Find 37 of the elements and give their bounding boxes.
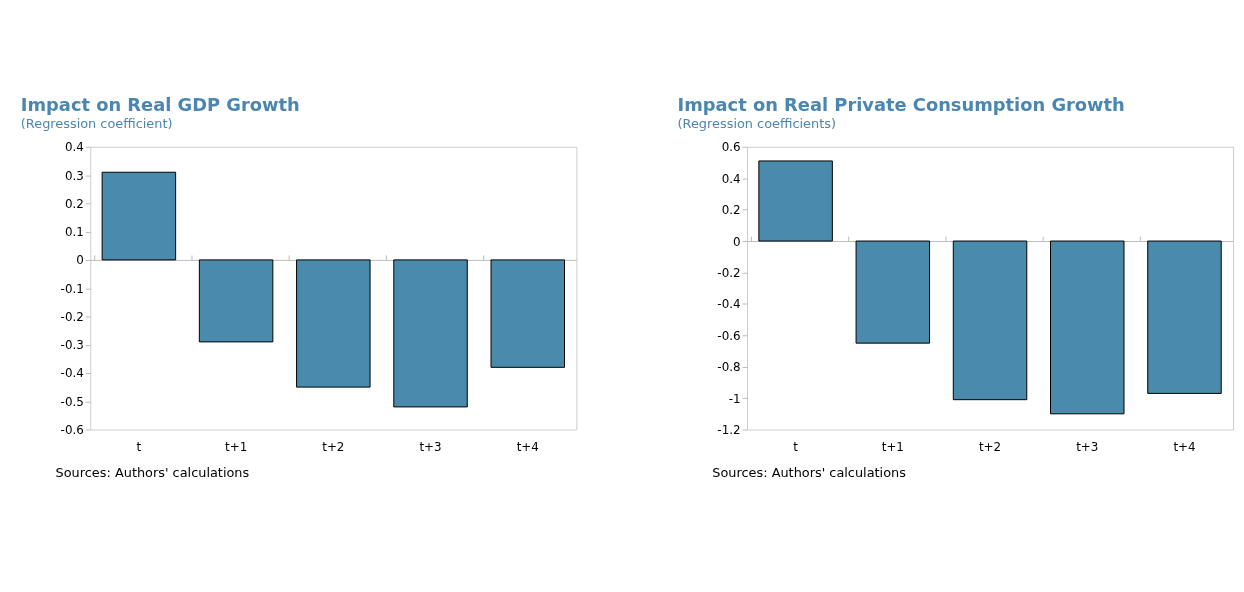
chart-subtitle: (Regression coefficients) (677, 115, 836, 131)
x-tick-label: t (793, 439, 799, 454)
y-tick-label: 0.4 (64, 140, 84, 155)
y-tick-label: -1 (728, 391, 741, 406)
y-tick-label: 0 (76, 253, 84, 268)
y-tick-label: -0.8 (717, 360, 741, 375)
y-tick-label: -1.2 (717, 422, 741, 437)
source-note: Sources: Authors' calculations (55, 465, 250, 481)
y-tick-label: 0.4 (721, 171, 741, 186)
y-tick-label: 0.2 (721, 203, 741, 218)
y-tick-label: -0.4 (717, 297, 741, 312)
y-tick-label: -0.6 (717, 328, 741, 343)
x-tick-label: t (136, 439, 142, 454)
x-tick-label: t+2 (978, 439, 1002, 454)
y-tick-label: 0.1 (64, 225, 84, 240)
y-tick-label: 0 (732, 234, 741, 249)
y-tick-label: -0.4 (60, 366, 84, 381)
y-tick-label: -0.6 (60, 422, 84, 437)
chart-title: Impact on Real Private Consumption Growth (677, 94, 1125, 116)
x-tick-label: t+3 (1076, 439, 1099, 454)
x-tick-label: t+1 (881, 439, 904, 454)
x-tick-label: t+4 (1173, 439, 1196, 454)
x-tick-label: t+4 (516, 439, 539, 454)
y-tick-label: -0.2 (717, 265, 741, 280)
x-tick-label: t+3 (419, 439, 442, 454)
chart-title: Impact on Real GDP Growth (20, 94, 300, 116)
y-tick-label: 0.6 (721, 140, 741, 155)
source-note: Sources: Authors' calculations (712, 465, 907, 481)
x-tick-label: t+1 (225, 439, 248, 454)
y-tick-label: 0.2 (64, 196, 84, 211)
y-tick-label: -0.1 (60, 281, 84, 296)
y-tick-label: -0.2 (60, 309, 84, 324)
x-tick-label: t+2 (322, 439, 345, 454)
y-tick-label: 0.3 (64, 168, 84, 183)
y-tick-label: -0.3 (60, 338, 84, 353)
y-tick-label: -0.5 (60, 394, 84, 409)
chart-subtitle: (Regression coefficient) (20, 115, 173, 131)
